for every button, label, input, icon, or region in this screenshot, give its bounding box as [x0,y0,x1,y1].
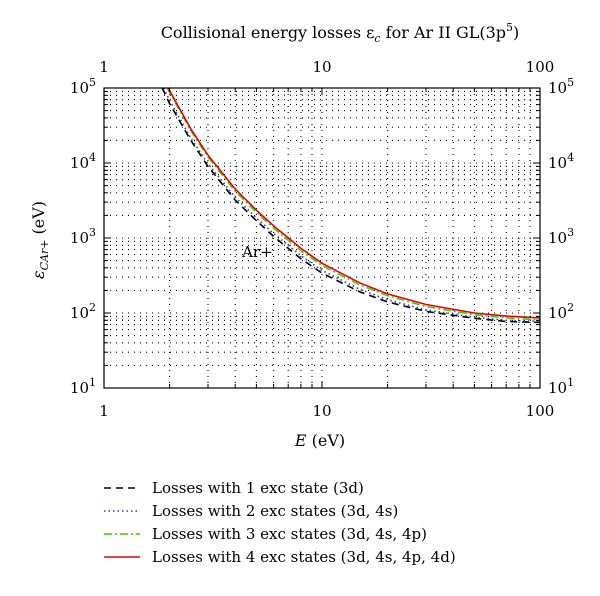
x-tick-label-top: 100 [526,58,555,76]
y-tick-label: 101 [70,376,96,397]
legend-label-2: Losses with 2 exc states (3d, 4s) [152,502,398,520]
y-tick-label-right: 105 [548,76,574,97]
chart-title: Collisional energy losses εc for Ar II G… [161,21,520,45]
y-tick-label-right: 104 [548,151,574,172]
x-tick-label: 100 [526,402,555,420]
x-axis-label: E (eV) [294,431,345,450]
series-line-1 [161,88,540,324]
ticklabel-layer: 1 1 10 10 100 100 101 101 102 102 103 103 104 104 105 1… [70,58,574,420]
legend-label-1: Losses with 1 exc state (3d) [152,479,364,497]
legend-label-4: Losses with 4 exc states (3d, 4s, 4p, 4d… [152,548,456,566]
curve-annotation: Ar+ [241,243,273,261]
y-tick-label: 102 [70,301,96,322]
tick-layer [103,87,541,389]
y-tick-label: 104 [70,151,96,172]
y-tick-label-right: 101 [548,376,574,397]
series-line-4 [167,88,540,319]
y-axis-label: εCAr+ (eV) [29,201,51,279]
series-line-3 [166,88,540,321]
x-tick-label: 1 [99,402,109,420]
y-tick-label: 103 [70,226,96,247]
series-line-2 [163,88,540,323]
y-tick-label-right: 103 [548,226,574,247]
legend-label-3: Losses with 3 exc states (3d, 4s, 4p) [152,525,427,543]
grid-layer [104,88,540,388]
y-tick-label-right: 102 [548,301,574,322]
x-tick-label-top: 1 [99,58,109,76]
y-tick-label: 105 [70,76,96,97]
x-tick-label-top: 10 [312,58,331,76]
legend: Losses with 1 exc state (3d) Losses with … [104,479,456,566]
x-tick-label: 10 [312,402,331,420]
series-layer [161,88,540,324]
